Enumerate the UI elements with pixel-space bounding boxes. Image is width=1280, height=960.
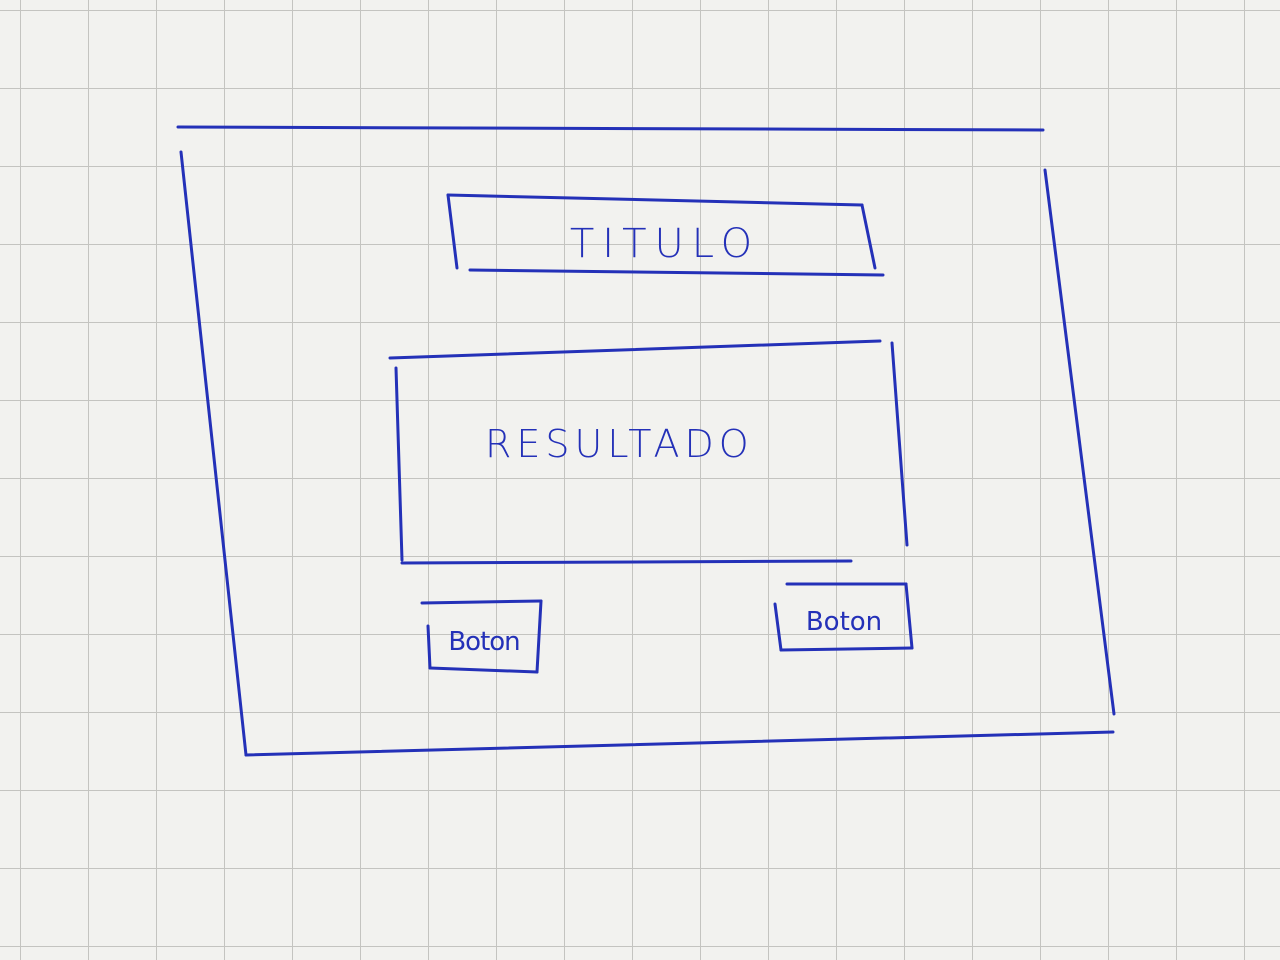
title-box-outline (446, 193, 885, 277)
window-title: TITULO (569, 221, 761, 267)
result-box-outline (388, 339, 909, 565)
left-button[interactable]: Boton (428, 614, 540, 670)
left-button-outline (420, 599, 543, 674)
window-frame (176, 125, 1116, 757)
result-display: RESULTADO (485, 422, 754, 466)
right-button[interactable]: Boton (778, 594, 910, 650)
right-button-outline (773, 582, 914, 652)
